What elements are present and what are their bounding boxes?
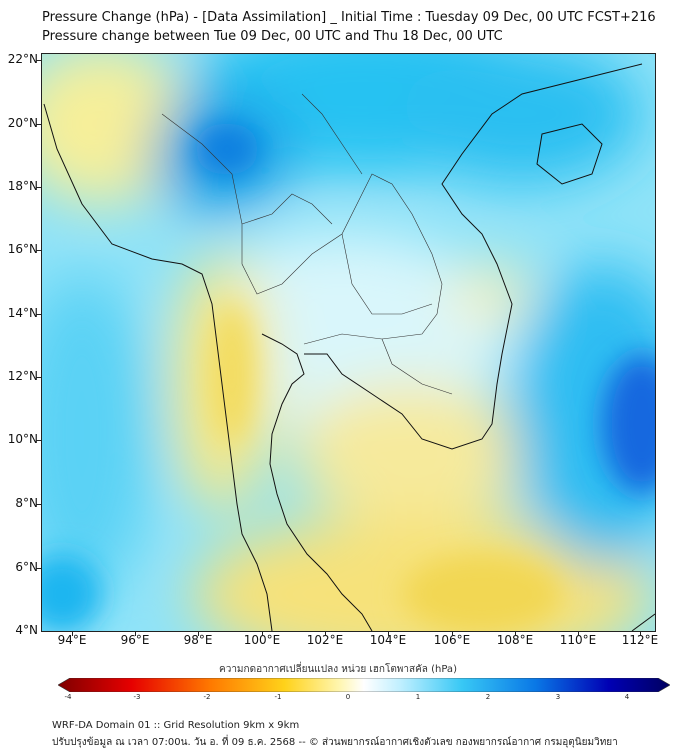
colorbar-gradient	[58, 678, 670, 692]
lat-label-22: 22°N	[7, 52, 38, 66]
lat-label-6: 6°N	[15, 560, 38, 574]
map-title: Pressure Change (hPa) - [Data Assimilati…	[42, 10, 656, 25]
colorbar-tick: -2	[203, 693, 211, 701]
footer-credit: ปรับปรุงข้อมูล ณ เวลา 07:00น. วัน อ. ที่…	[52, 737, 618, 748]
coastlines	[43, 63, 655, 631]
map-svg	[42, 54, 655, 631]
lon-tick	[135, 631, 136, 636]
borders	[161, 93, 453, 395]
colorbar-tick: -4	[64, 693, 72, 701]
lat-tick	[36, 124, 41, 125]
lon-tick	[262, 631, 263, 636]
lon-tick	[325, 631, 326, 636]
colorbar-tick: 4	[624, 693, 630, 701]
colorbar-tick: 2	[485, 693, 491, 701]
lon-label-108: 108°E	[496, 633, 534, 647]
footer-model-info: WRF-DA Domain 01 :: Grid Resolution 9km …	[52, 720, 300, 731]
colorbar-tick: 0	[345, 693, 351, 701]
lat-label-8: 8°N	[15, 496, 38, 510]
lat-label-16: 16°N	[7, 242, 38, 256]
lat-label-18: 18°N	[7, 179, 38, 193]
lon-label-100: 100°E	[243, 633, 281, 647]
lon-tick	[452, 631, 453, 636]
lat-label-12: 12°N	[7, 369, 38, 383]
lat-tick	[36, 60, 41, 61]
colorbar-tick: 1	[415, 693, 421, 701]
lat-tick	[36, 440, 41, 441]
colorbar	[58, 678, 670, 692]
lat-label-20: 20°N	[7, 116, 38, 130]
lon-tick	[515, 631, 516, 636]
lon-tick	[72, 631, 73, 636]
lon-tick	[388, 631, 389, 636]
lon-label-112: 112°E	[621, 633, 659, 647]
lat-tick	[36, 250, 41, 251]
lat-tick	[36, 377, 41, 378]
colorbar-tick: -3	[133, 693, 141, 701]
lon-tick	[640, 631, 641, 636]
lon-label-96: 96°E	[120, 633, 150, 647]
colorbar-tick: 3	[555, 693, 561, 701]
pressure-change-map	[41, 53, 656, 632]
colorbar-title: ความกดอากาศเปลี่ยนแปลง หน่วย เฮกโตพาสคัล…	[219, 664, 457, 675]
lon-label-106: 106°E	[433, 633, 471, 647]
lat-tick	[36, 314, 41, 315]
lon-label-110: 110°E	[559, 633, 597, 647]
colorbar-tick: -1	[274, 693, 282, 701]
pressure-extremes	[42, 123, 655, 631]
lon-label-102: 102°E	[306, 633, 344, 647]
lon-label-98: 98°E	[183, 633, 213, 647]
lon-label-94: 94°E	[57, 633, 87, 647]
lon-tick	[578, 631, 579, 636]
lat-tick	[36, 504, 41, 505]
lon-label-104: 104°E	[369, 633, 407, 647]
lat-label-14: 14°N	[7, 306, 38, 320]
lat-tick	[36, 568, 41, 569]
map-subtitle: Pressure change between Tue 09 Dec, 00 U…	[42, 29, 503, 44]
lon-tick	[198, 631, 199, 636]
lat-label-10: 10°N	[7, 432, 38, 446]
lat-tick	[36, 187, 41, 188]
lat-label-4: 4°N	[15, 623, 38, 637]
